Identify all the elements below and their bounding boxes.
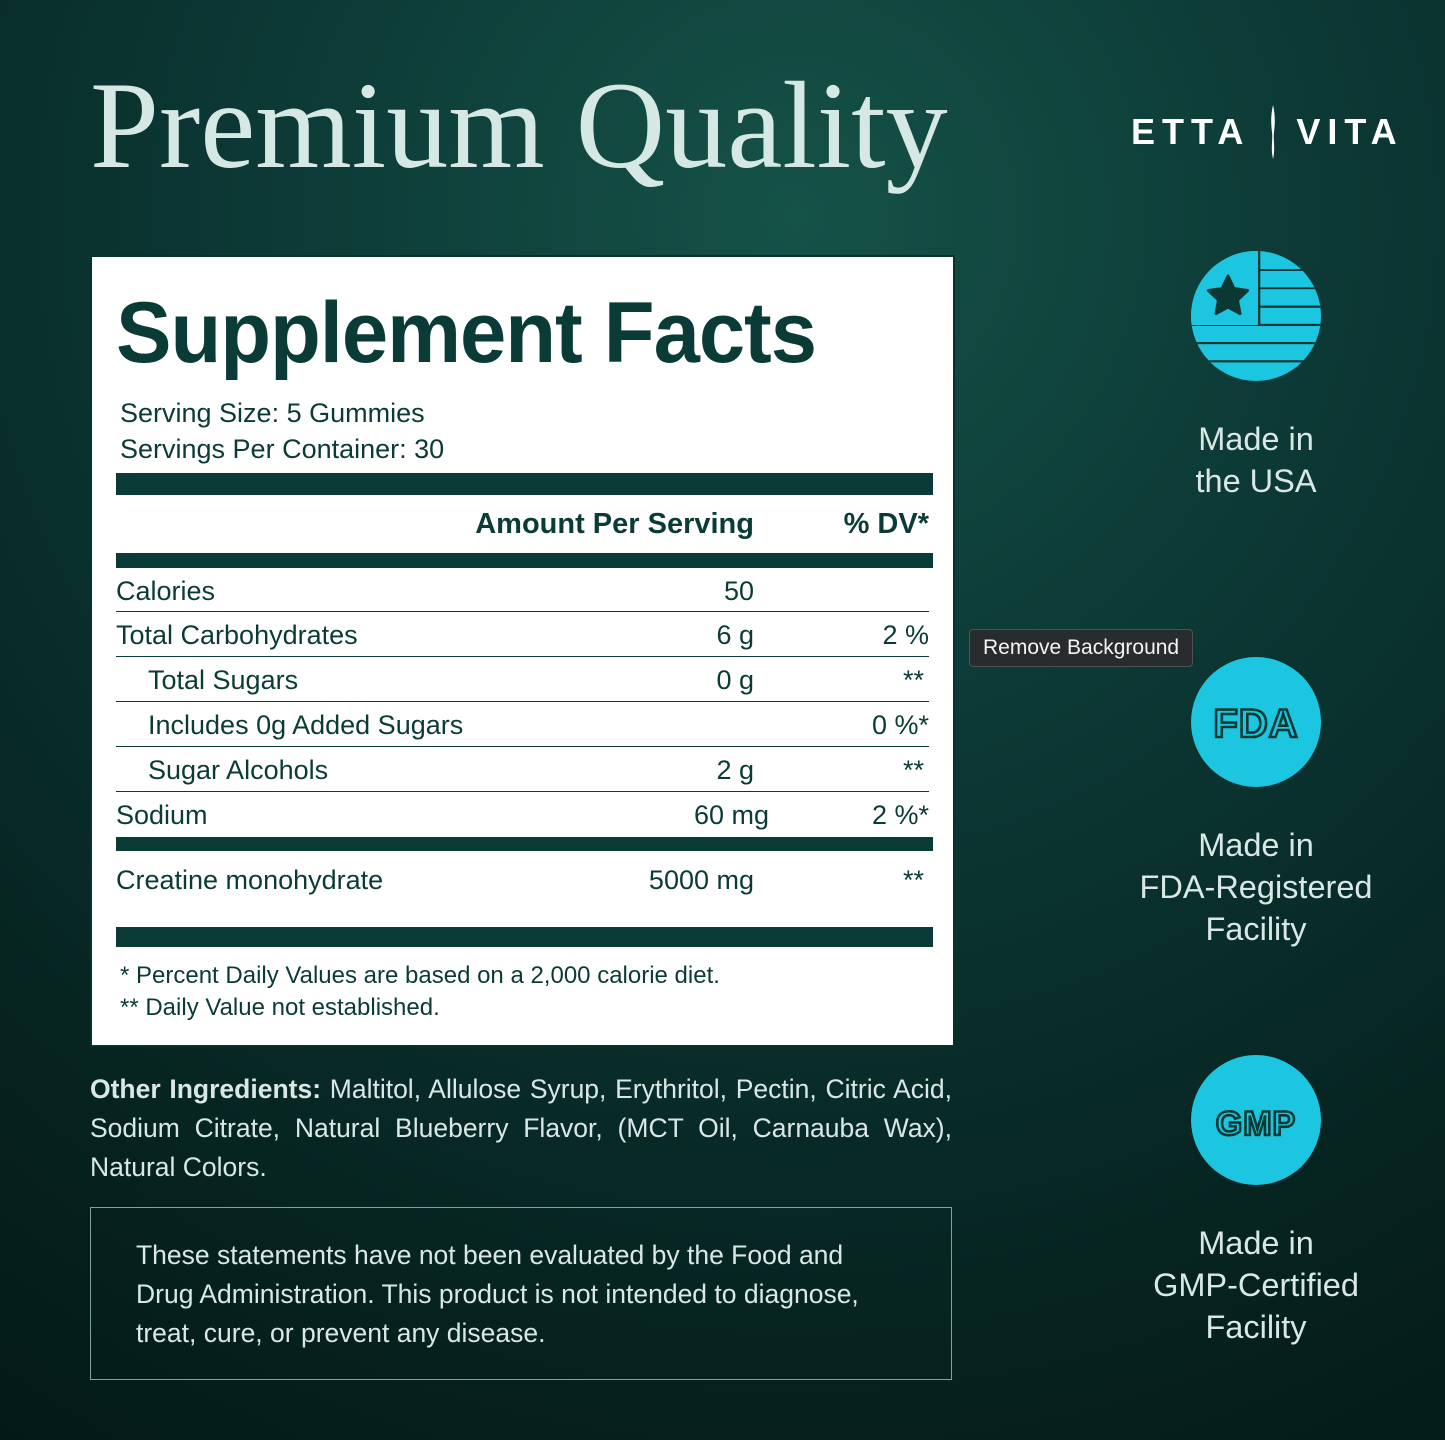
svg-text:FDA: FDA [1213, 702, 1298, 746]
svg-text:GMP: GMP [1216, 1105, 1296, 1143]
